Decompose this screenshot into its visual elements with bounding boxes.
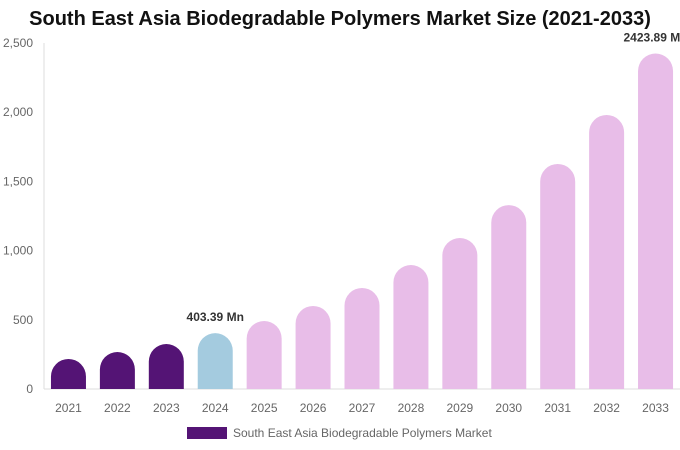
bar-2031 [540,163,576,389]
x-tick-label: 2027 [349,401,376,415]
x-tick-label: 2025 [251,401,278,415]
x-tick-label: 2024 [202,401,229,415]
chart-title: South East Asia Biodegradable Polymers M… [29,8,651,30]
x-tick-label: 2026 [300,401,327,415]
bar-2024 [197,333,233,389]
y-tick-label: 2,500 [3,36,33,50]
y-tick-label: 0 [26,382,33,396]
y-tick-label: 1,000 [3,244,33,258]
x-tick-label: 2030 [495,401,522,415]
x-tick-label: 2033 [642,401,669,415]
data-label: 2423.89 Mn [624,31,680,45]
x-tick-label: 2021 [55,401,82,415]
legend-label: South East Asia Biodegradable Polymers M… [233,426,492,440]
x-tick-label: 2028 [398,401,425,415]
legend-swatch [187,427,227,439]
bar-2027 [344,287,380,389]
bar-2029 [442,238,478,389]
data-label: 403.39 Mn [187,310,244,324]
bar-2030 [491,205,527,389]
bar-2033 [638,53,674,389]
bar-2022 [99,352,135,389]
y-tick-label: 500 [13,313,33,327]
bar-2023 [148,344,184,389]
x-tick-label: 2032 [593,401,620,415]
bar-2028 [393,264,429,389]
bar-2026 [295,305,331,389]
x-tick-label: 2031 [544,401,571,415]
y-tick-label: 2,000 [3,105,33,119]
y-tick-label: 1,500 [3,174,33,188]
x-tick-label: 2023 [153,401,180,415]
legend: South East Asia Biodegradable Polymers M… [187,426,492,440]
bar-2032 [589,114,625,389]
bar-2025 [246,321,282,389]
x-tick-label: 2029 [446,401,473,415]
x-tick-label: 2022 [104,401,131,415]
bar-2021 [50,358,86,389]
